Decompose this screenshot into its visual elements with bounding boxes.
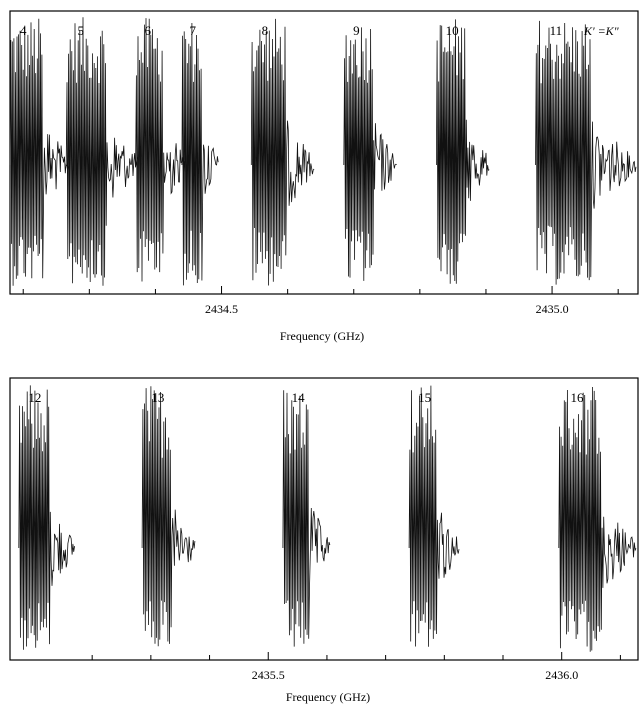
k-group-trace xyxy=(282,390,331,647)
k-quantum-legend: K' =K" xyxy=(583,24,620,38)
bottom-spectrum-panel: 2435.5 2436.0 12 13 14 15 16 Frequency (GHz) xyxy=(9,377,639,704)
k-group-label: 4 xyxy=(20,23,27,38)
k-group-trace xyxy=(535,20,637,285)
k-group-label: 7 xyxy=(190,23,197,38)
k-group-trace xyxy=(343,27,397,281)
k-group-trace xyxy=(250,18,315,286)
top-k-labels: 4 5 6 7 8 9 10 11 xyxy=(20,23,562,38)
bottom-x-axis-title: Frequency (GHz) xyxy=(286,690,370,704)
top-x-ticks: 2434.5 2435.0 xyxy=(22,286,619,316)
bottom-plot-frame xyxy=(9,377,639,661)
k-group-trace xyxy=(9,18,70,286)
bottom-k-labels: 12 13 14 15 16 xyxy=(28,390,584,405)
bottom-spectral-traces xyxy=(18,385,637,652)
x-tick-label: 2434.5 xyxy=(205,302,238,316)
x-tick-label: 2435.5 xyxy=(252,668,285,682)
k-group-label: 16 xyxy=(570,390,584,405)
bottom-x-ticks: 2435.5 2436.0 xyxy=(91,652,621,682)
k-group-label: 13 xyxy=(151,390,164,405)
k-group-label: 5 xyxy=(77,23,84,38)
k-group-trace xyxy=(181,22,219,286)
k-group-trace xyxy=(436,19,490,284)
top-x-axis-title: Frequency (GHz) xyxy=(280,329,364,343)
x-tick-label: 2435.0 xyxy=(536,302,569,316)
x-tick-label: 2436.0 xyxy=(545,668,578,682)
top-spectrum-panel: 2434.5 2435.0 4 5 6 7 8 9 10 11 K' =K" Frequency… xyxy=(9,10,639,343)
k-group-label: 8 xyxy=(262,23,269,38)
k-group-trace xyxy=(408,385,460,647)
k-group-trace xyxy=(18,385,75,650)
k-group-label: 10 xyxy=(446,23,459,38)
k-group-label: 14 xyxy=(292,390,306,405)
k-group-label: 12 xyxy=(28,390,41,405)
k-group-trace xyxy=(65,17,140,286)
k-group-trace xyxy=(141,386,196,647)
k-group-trace xyxy=(558,386,637,652)
k-group-label: 6 xyxy=(145,23,152,38)
top-spectral-traces xyxy=(9,17,637,286)
k-group-trace xyxy=(135,18,186,282)
k-group-label: 15 xyxy=(418,390,431,405)
k-group-label: 9 xyxy=(353,23,360,38)
k-group-label: 11 xyxy=(550,23,563,38)
